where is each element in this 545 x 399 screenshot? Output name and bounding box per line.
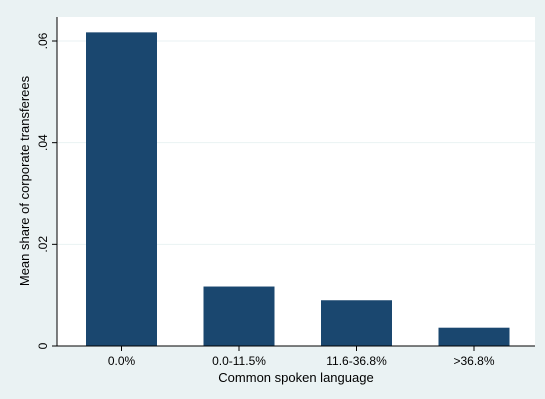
x-tick-label: 11.6-36.8% [326, 354, 387, 368]
x-tick-label: 0.0-11.5% [212, 354, 266, 368]
y-tick-label: .04 [36, 134, 50, 151]
x-tick-label: >36.8% [453, 354, 494, 368]
x-axis-ticks: 0.0% 0.0-11.5% 11.6-36.8% >36.8% [108, 346, 495, 368]
y-axis-ticks: 0 .02 .04 .06 [36, 32, 57, 349]
bar [321, 300, 392, 346]
x-tick-label: 0.0% [108, 354, 136, 368]
x-axis-title: Common spoken language [218, 370, 373, 385]
y-axis-title: Mean share of corporate transferees [17, 75, 32, 286]
bar [86, 32, 157, 346]
bars [86, 32, 510, 346]
bar [203, 286, 275, 346]
y-tick-label: .02 [36, 236, 50, 253]
y-tick-label: 0 [36, 342, 50, 349]
bar [438, 327, 510, 346]
y-tick-label: .06 [36, 32, 50, 49]
